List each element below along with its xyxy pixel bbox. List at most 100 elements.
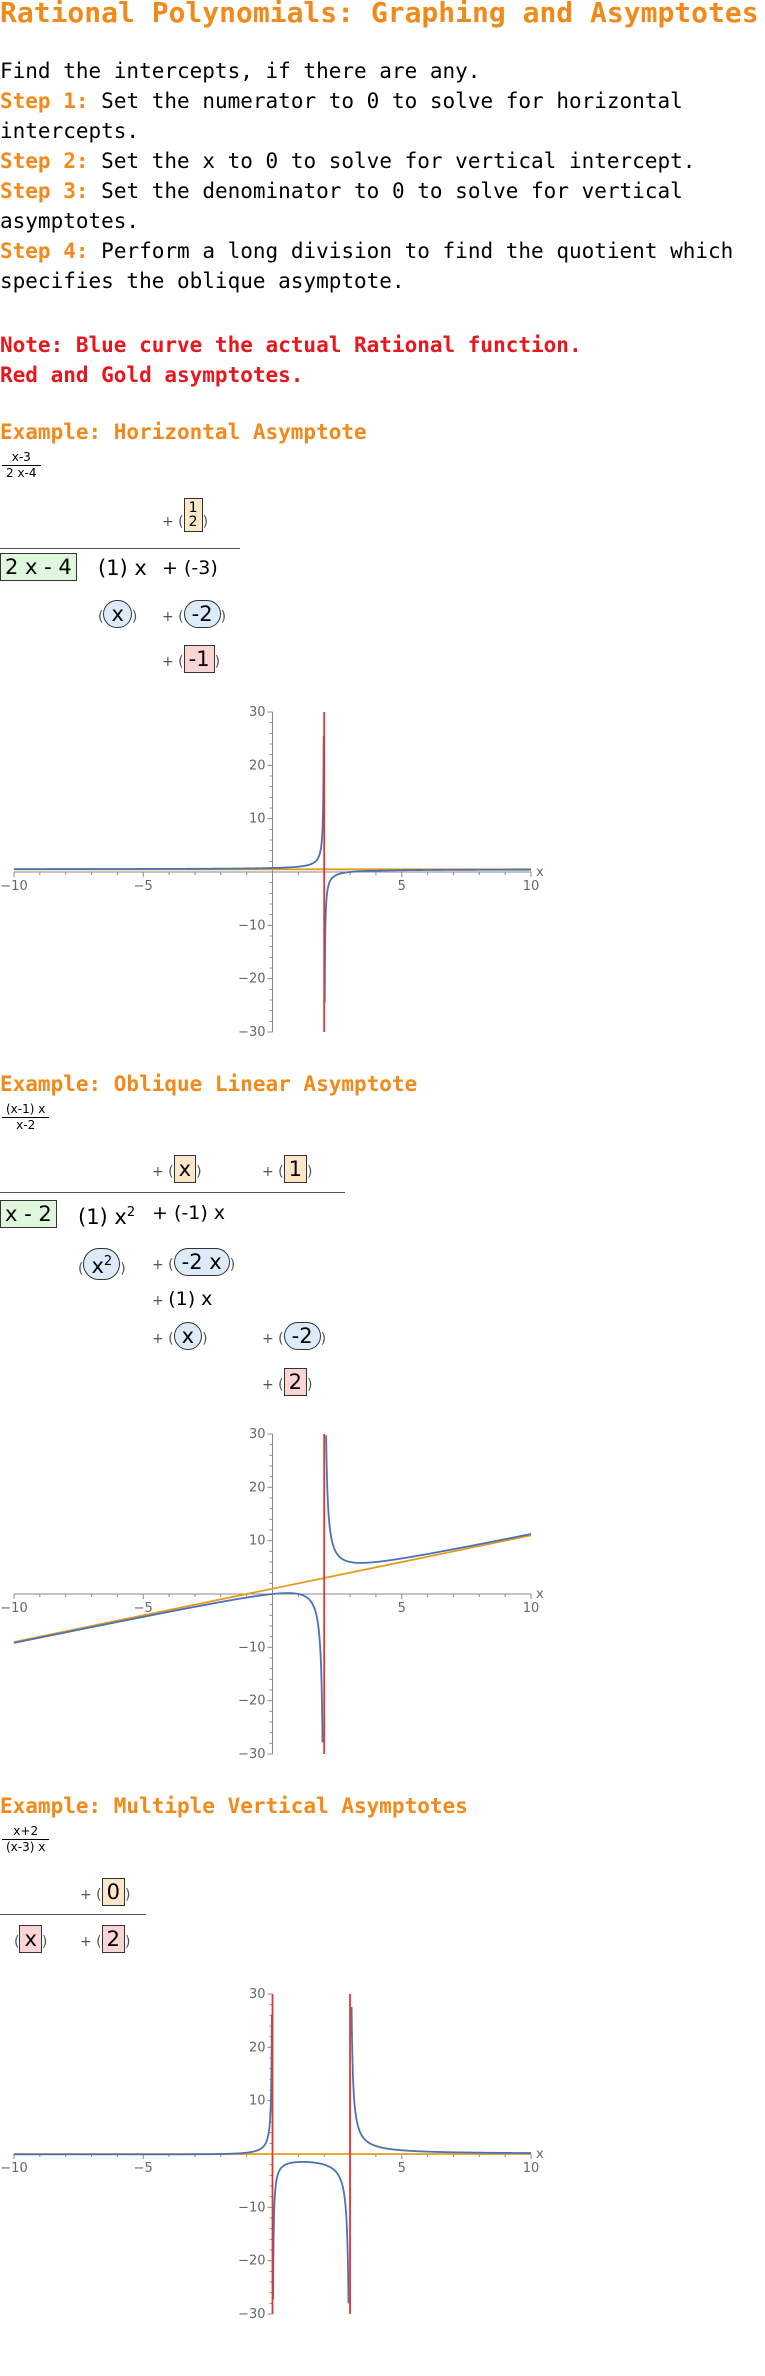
rational-function-curve bbox=[14, 2006, 532, 2304]
x-axis-label: x bbox=[536, 2147, 544, 2162]
dividend-term-1: (1) x bbox=[98, 556, 147, 580]
example-3-plot: −10 −5 5 10 30 20 10 −10 −20 −30 x bbox=[0, 1987, 544, 2322]
dividend-term-2: + (-3) bbox=[162, 557, 218, 579]
divisor: 2 x - 4 bbox=[0, 553, 77, 581]
step-label: Step 3: bbox=[0, 179, 89, 203]
example-1-title: Example: Horizontal Asymptote bbox=[0, 420, 367, 444]
y-tick-label: −10 bbox=[238, 2200, 265, 2215]
note-line-2: Red and Gold asymptotes. bbox=[0, 363, 304, 387]
x-tick-label: 10 bbox=[523, 1601, 540, 1616]
example-1-fraction: x-3 2 x-4 bbox=[2, 450, 41, 481]
quotient-term: + (1 2) bbox=[162, 498, 209, 532]
division-bar bbox=[0, 1192, 345, 1193]
step-4: Step 4: Perform a long division to find … bbox=[0, 236, 765, 296]
fraction-denominator: (x-3) x bbox=[6, 1840, 46, 1854]
x-tick-label: −5 bbox=[134, 2161, 153, 2176]
step-box: x bbox=[173, 1322, 203, 1350]
x-tick-label: −10 bbox=[0, 1601, 27, 1616]
example-2-plot: −10 −5 5 10 30 20 10 −10 −20 −30 x bbox=[0, 1427, 544, 1762]
step-box: -2 bbox=[183, 600, 221, 628]
x-tick-label: 10 bbox=[523, 879, 540, 894]
step-2: Step 2: Set the x to 0 to solve for vert… bbox=[0, 146, 765, 176]
fraction-numerator: (x-1) x bbox=[2, 1102, 50, 1118]
division-bar bbox=[0, 548, 240, 549]
quotient-term: + (x) bbox=[152, 1155, 202, 1183]
example-3-fraction: x+2 (x-3) x bbox=[2, 1824, 50, 1855]
step-text: Set the numerator to 0 to solve for hori… bbox=[0, 89, 683, 143]
rational-function-curve bbox=[13, 1435, 532, 1743]
step-term: (x2) bbox=[78, 1248, 126, 1282]
x-tick-label: 10 bbox=[523, 2161, 540, 2176]
y-tick-label: 30 bbox=[249, 705, 266, 720]
division-bar bbox=[0, 1914, 146, 1915]
y-tick-label: 20 bbox=[249, 1480, 266, 1495]
y-tick-label: 20 bbox=[249, 758, 266, 773]
step-text: Set the denominator to 0 to solve for ve… bbox=[0, 179, 683, 233]
x-tick-label: −5 bbox=[134, 879, 153, 894]
intro-line: Find the intercepts, if there are any. bbox=[0, 59, 481, 83]
page-title: Rational Polynomials: Graphing and Asymp… bbox=[0, 0, 759, 29]
step-term: + (-2) bbox=[262, 1322, 327, 1350]
dividend-term-2: + (-1) x bbox=[152, 1202, 226, 1224]
instructions: Find the intercepts, if there are any. S… bbox=[0, 56, 765, 296]
remainder-term: + (2) bbox=[262, 1368, 313, 1396]
dividend-term-1: (1) x2 bbox=[78, 1205, 136, 1229]
step-box: x2 bbox=[83, 1248, 121, 1280]
example-1-plot: −10 −5 5 10 30 20 10 −10 −20 −30 x bbox=[0, 705, 544, 1040]
y-tick-label: −20 bbox=[238, 972, 265, 987]
remainder-term: + (-1) bbox=[162, 645, 221, 673]
quotient-term: + (1) bbox=[262, 1155, 313, 1183]
note: Note: Blue curve the actual Rational fun… bbox=[0, 330, 582, 390]
example-2-title: Example: Oblique Linear Asymptote bbox=[0, 1072, 418, 1096]
example-2-fraction: (x-1) x x-2 bbox=[2, 1102, 50, 1133]
example-3-title: Example: Multiple Vertical Asymptotes bbox=[0, 1794, 468, 1818]
x-axis-label: x bbox=[536, 1587, 544, 1602]
y-tick-label: −10 bbox=[238, 1640, 265, 1655]
y-tick-label: −20 bbox=[238, 1694, 265, 1709]
x-axis-label: x bbox=[536, 865, 544, 880]
y-tick-label: 10 bbox=[249, 812, 266, 827]
step-3: Step 3: Set the denominator to 0 to solv… bbox=[0, 176, 765, 236]
y-tick-label: −30 bbox=[238, 1025, 265, 1040]
divisor-box: x bbox=[19, 1925, 42, 1953]
quotient-box: 1 bbox=[283, 1155, 308, 1183]
x-tick-label: 5 bbox=[398, 1601, 406, 1616]
divisor-box: 2 x - 4 bbox=[0, 553, 77, 581]
step-box: -2 bbox=[283, 1322, 321, 1350]
step-box: -2 x bbox=[173, 1248, 230, 1276]
y-tick-label: 10 bbox=[249, 2094, 266, 2109]
x-tick-label: 5 bbox=[398, 879, 406, 894]
step-1: Step 1: Set the numerator to 0 to solve … bbox=[0, 86, 765, 146]
x-tick-label: 5 bbox=[398, 2161, 406, 2176]
step-label: Step 2: bbox=[0, 149, 89, 173]
y-tick-label: −10 bbox=[238, 918, 265, 933]
y-tick-label: −30 bbox=[238, 1747, 265, 1762]
fraction-numerator: x+2 bbox=[2, 1824, 50, 1840]
oblique-or-horizontal-asymptote bbox=[13, 1534, 532, 1643]
step-term: + (-2 x) bbox=[152, 1248, 236, 1276]
step-text: Set the x to 0 to solve for vertical int… bbox=[101, 149, 696, 173]
step-label: Step 4: bbox=[0, 239, 89, 263]
x-tick-label: −10 bbox=[0, 2161, 27, 2176]
y-tick-label: 20 bbox=[249, 2040, 266, 2055]
x-tick-label: −10 bbox=[0, 879, 27, 894]
divisor-box: x - 2 bbox=[0, 1200, 57, 1228]
quotient-term: + (0) bbox=[80, 1878, 131, 1906]
step-label: Step 1: bbox=[0, 89, 89, 113]
fraction-denominator: 2 x-4 bbox=[6, 466, 37, 480]
y-tick-label: 30 bbox=[249, 1427, 266, 1442]
divisor: x - 2 bbox=[0, 1200, 57, 1228]
y-tick-label: 10 bbox=[249, 1534, 266, 1549]
dividend-term: + (2) bbox=[80, 1925, 131, 1953]
step-text: Perform a long division to find the quot… bbox=[0, 239, 734, 293]
remainder-box: -1 bbox=[183, 645, 215, 673]
dividend-box: 2 bbox=[101, 1925, 126, 1953]
y-tick-label: −30 bbox=[238, 2307, 265, 2322]
fraction-denominator: x-2 bbox=[16, 1118, 36, 1132]
x-tick-label: −5 bbox=[134, 1601, 153, 1616]
step-term: + (1) x bbox=[152, 1288, 213, 1310]
step-box: x bbox=[103, 600, 132, 628]
quotient-box: 0 bbox=[101, 1878, 126, 1906]
quotient-box: x bbox=[173, 1155, 197, 1183]
